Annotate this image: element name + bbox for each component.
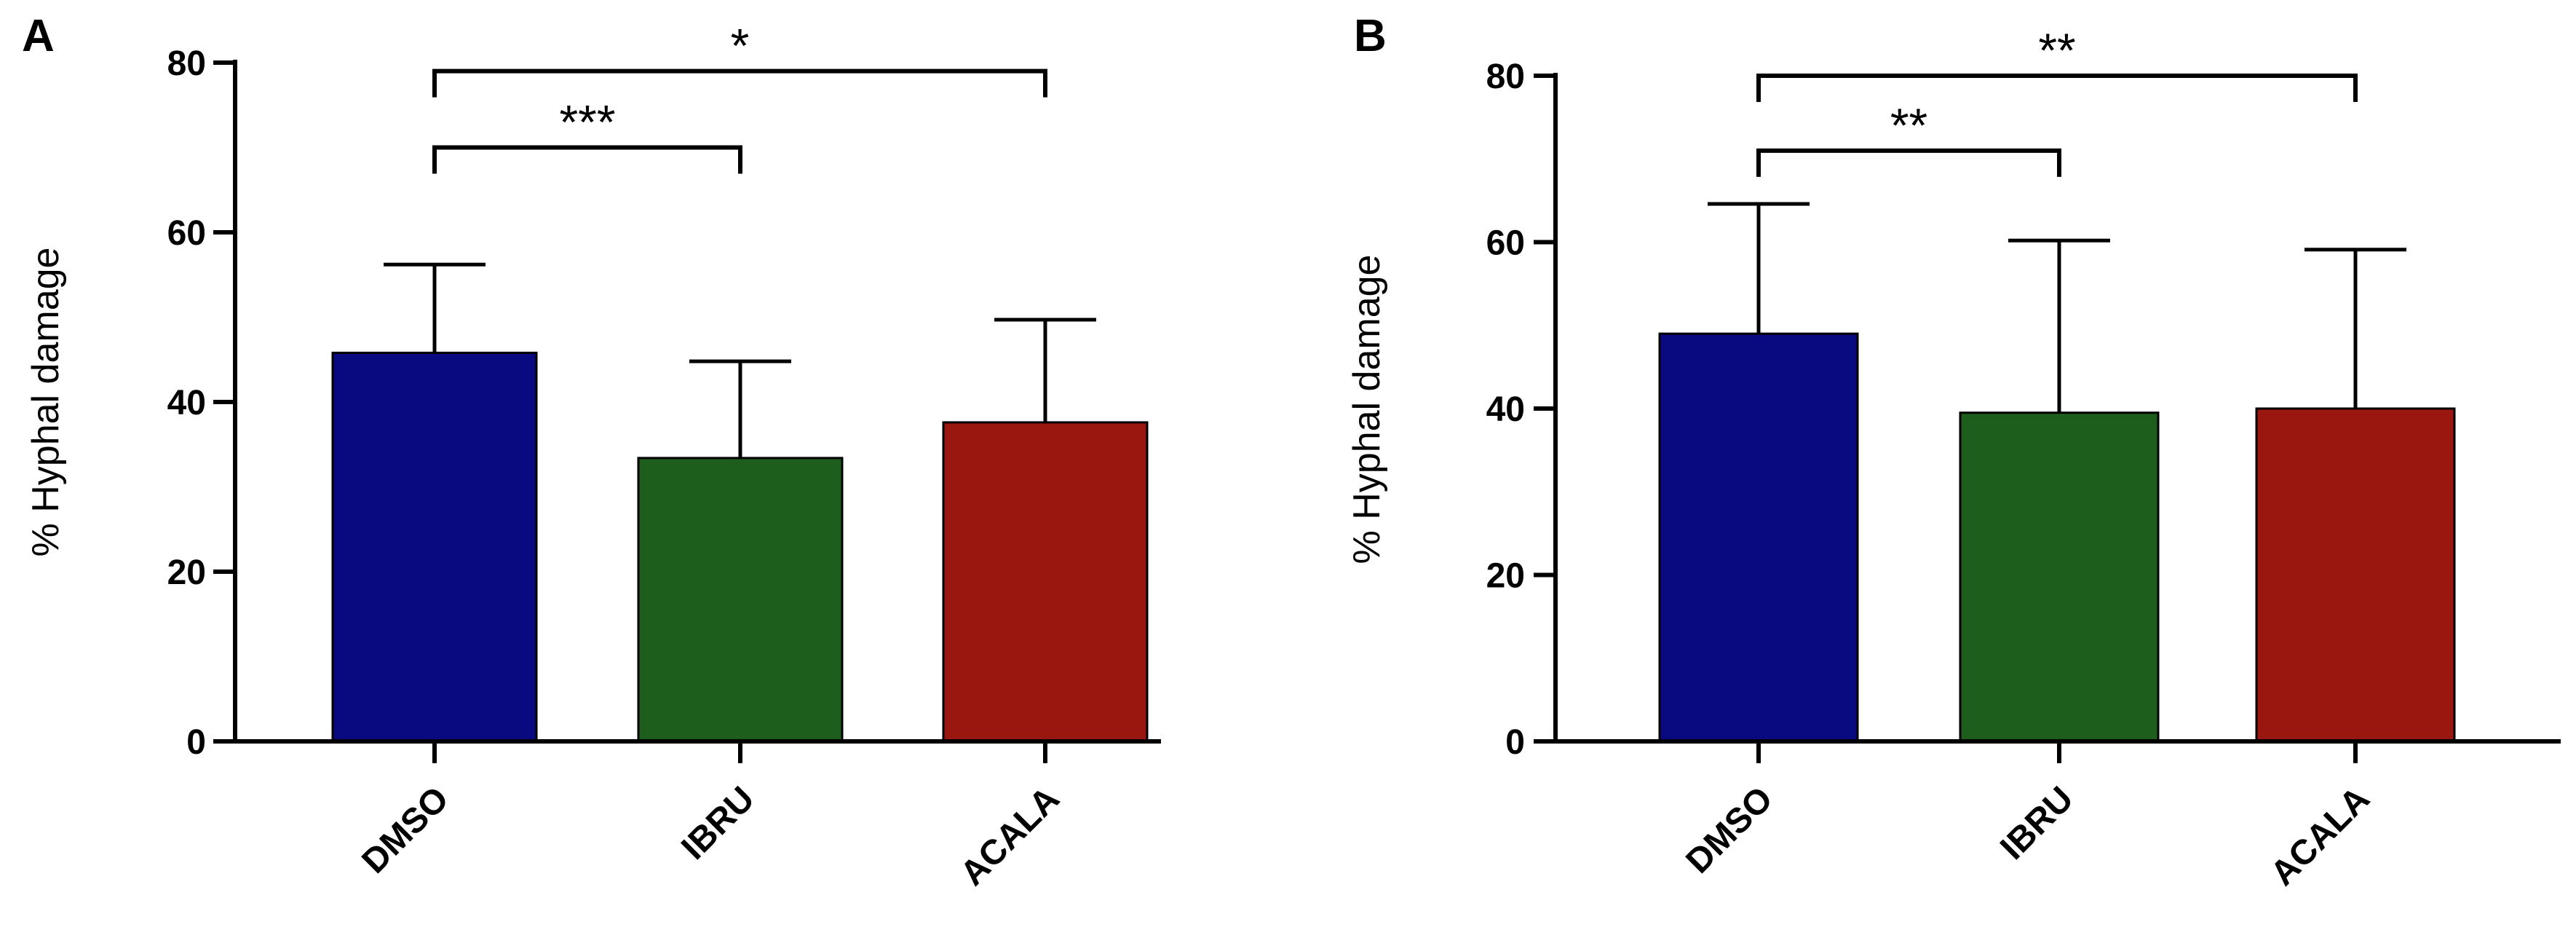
x-tick-label-dmso: DMSO bbox=[354, 779, 456, 880]
y-tick-label: 20 bbox=[167, 553, 206, 592]
y-tick-label: 0 bbox=[186, 723, 206, 762]
y-tick-label: 40 bbox=[1486, 390, 1525, 429]
panel-label: A bbox=[22, 11, 55, 61]
significance-label: ** bbox=[2038, 23, 2075, 77]
x-tick-label-ibru: IBRU bbox=[674, 779, 761, 867]
y-tick-label: 80 bbox=[1486, 58, 1525, 96]
significance-bracket bbox=[1756, 148, 2061, 177]
bar-acala bbox=[942, 421, 1149, 743]
x-tick-label-acala: ACALA bbox=[2264, 779, 2377, 893]
bar-ibru bbox=[1959, 411, 2160, 743]
y-tick-label: 20 bbox=[1486, 557, 1525, 596]
y-tick-label: 40 bbox=[167, 384, 206, 422]
y-axis-label: % Hyphal damage bbox=[25, 248, 67, 557]
y-tick-label: 80 bbox=[167, 44, 206, 83]
y-tick-label: 60 bbox=[1486, 224, 1525, 263]
y-axis-label: % Hyphal damage bbox=[1346, 255, 1388, 564]
x-tick-label-ibru: IBRU bbox=[1993, 779, 2080, 867]
x-tick-label-acala: ACALA bbox=[954, 779, 1067, 893]
panel-label: B bbox=[1354, 11, 1387, 61]
significance-label: * bbox=[731, 19, 750, 73]
significance-bracket bbox=[1756, 74, 2358, 102]
significance-label: ** bbox=[1890, 98, 1927, 152]
bar-dmso bbox=[331, 351, 538, 743]
y-tick-label: 60 bbox=[167, 214, 206, 253]
significance-bracket bbox=[432, 68, 1047, 98]
panel-b: B % Hyphal damage 0 20 40 60 80 DMSO IBRU ACALA **… bbox=[1346, 11, 2561, 894]
significance-bracket bbox=[432, 145, 742, 174]
x-tick-label-dmso: DMSO bbox=[1679, 779, 1780, 880]
y-tick-label: 0 bbox=[1505, 723, 1525, 762]
significance-label: *** bbox=[559, 95, 615, 149]
bar-dmso bbox=[1658, 332, 1859, 743]
bar-acala bbox=[2255, 407, 2456, 743]
bar-ibru bbox=[637, 457, 844, 743]
